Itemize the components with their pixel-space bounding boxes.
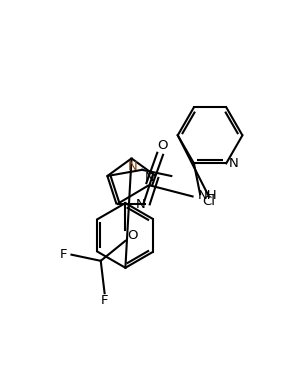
Text: F: F — [59, 248, 67, 261]
Text: O: O — [157, 139, 168, 152]
Text: N: N — [128, 159, 138, 173]
Text: N: N — [145, 171, 154, 184]
Text: NH: NH — [198, 188, 218, 202]
Text: O: O — [128, 229, 138, 242]
Text: Cl: Cl — [202, 195, 216, 208]
Text: N: N — [229, 157, 239, 170]
Text: N: N — [135, 198, 145, 211]
Text: F: F — [101, 294, 108, 307]
